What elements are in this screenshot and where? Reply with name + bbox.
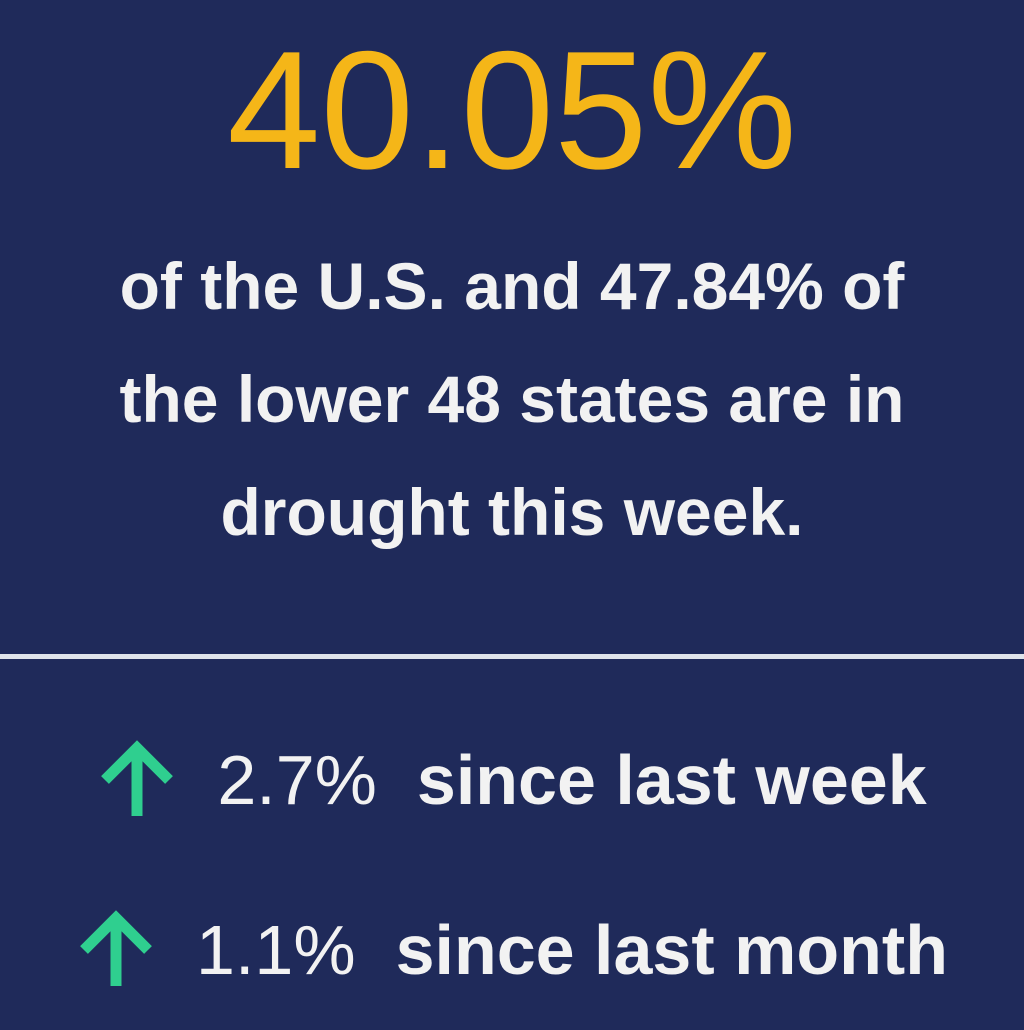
- change-label: since last month: [395, 911, 948, 989]
- up-arrow: [101, 740, 174, 816]
- description: of the U.S. and 47.84% of the lower 48 s…: [0, 230, 1024, 569]
- up-arrow: [80, 910, 152, 986]
- description-line: the lower 48 states are in: [119, 362, 905, 436]
- change-value: 1.1%: [196, 911, 356, 989]
- change-value: 2.7%: [217, 741, 377, 819]
- description-line: of the U.S. and 47.84% of: [119, 249, 905, 323]
- headline: 40.05%: [227, 16, 797, 204]
- divider: [0, 654, 1024, 659]
- description-line: drought this week.: [220, 475, 804, 549]
- change-row: 1.1% since last month: [0, 895, 1024, 1005]
- change-label: since last week: [416, 741, 927, 819]
- change-row: 2.7% since last week: [0, 725, 1024, 835]
